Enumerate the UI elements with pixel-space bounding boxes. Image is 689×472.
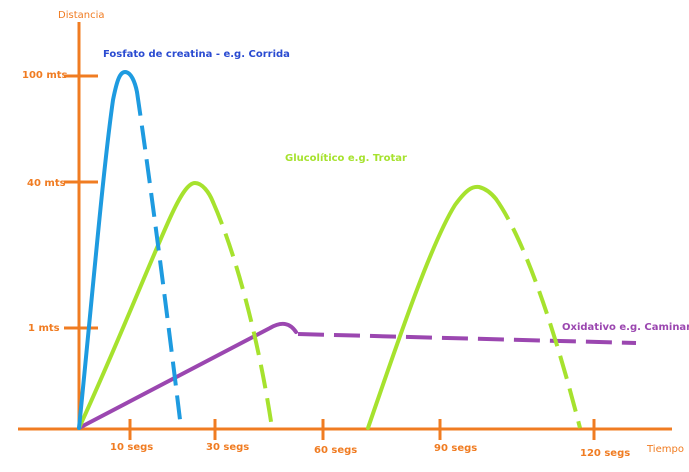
ticks xyxy=(64,74,596,440)
x-axis-title: Tiempo xyxy=(646,444,684,455)
series-line-creatine-dashed xyxy=(135,91,183,429)
axes xyxy=(18,22,672,431)
series-line-oxidative-dashed xyxy=(297,332,637,345)
x-tick-label-120: 120 segs xyxy=(580,448,630,459)
series-line-glycolytic-arc1-dashed xyxy=(211,201,274,429)
series-lines xyxy=(77,69,637,430)
series-line-glycolytic-arc2-dashed xyxy=(494,197,582,429)
x-tick-label-30: 30 segs xyxy=(206,442,249,453)
x-tick-label-90: 90 segs xyxy=(434,443,477,454)
y-axis-title: Distancia xyxy=(58,10,104,21)
series-line-creatine-solid xyxy=(77,69,139,430)
series-line-glycolytic-arc1-solid xyxy=(77,180,215,430)
y-tick-label-40: 40 mts xyxy=(27,178,66,189)
y-tick-label-1: 1 mts xyxy=(28,323,60,334)
series-label-glycolytic: Glucolítico e.g. Trotar xyxy=(285,152,407,164)
y-tick-label-100: 100 mts xyxy=(22,70,68,81)
series-line-oxidative-solid xyxy=(77,321,298,430)
series-label-oxidative: Oxidativo e.g. Caminar xyxy=(562,322,689,333)
series-label-creatine: Fosfato de creatina - e.g. Corrida xyxy=(103,49,290,60)
x-tick-label-10: 10 segs xyxy=(110,442,153,453)
series-line-glycolytic-arc2-solid xyxy=(366,184,498,430)
x-tick-label-60: 60 segs xyxy=(314,445,357,456)
